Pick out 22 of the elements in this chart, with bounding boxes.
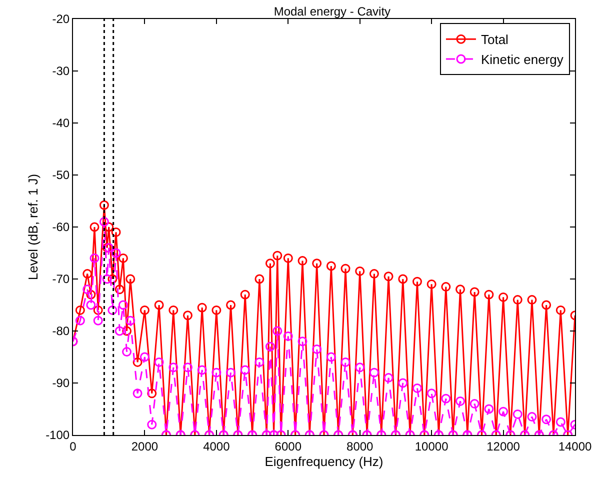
- legend-label: Total: [480, 32, 509, 48]
- y-axis-title: Level (dB, ref. 1 J): [26, 174, 41, 280]
- y-tick-label: -20: [52, 12, 70, 26]
- x-tick-label: 8000: [346, 439, 374, 454]
- y-tick-label: -80: [52, 324, 70, 338]
- x-tick-label: 0: [70, 439, 77, 454]
- x-axis-title: Eigenfrequency (Hz): [264, 454, 384, 469]
- x-tick-label: 2000: [131, 439, 158, 454]
- y-tick-label: -30: [52, 64, 70, 78]
- chart-title: Modal energy - Cavity: [274, 4, 391, 19]
- y-tick-label: -90: [52, 376, 70, 390]
- legend-label: Kinetic energy: [480, 52, 564, 68]
- x-tick-label: 10000: [414, 439, 449, 454]
- y-tick-label: -70: [52, 272, 70, 286]
- y-tick-label: -100: [46, 428, 70, 442]
- x-tick-label: 12000: [486, 439, 520, 454]
- y-tick-label: -40: [52, 116, 70, 130]
- y-tick-label: -50: [52, 168, 70, 182]
- x-tick-label: 6000: [274, 439, 302, 454]
- y-tick-label: -60: [52, 220, 70, 234]
- x-tick-label: 14000: [558, 439, 592, 454]
- x-tick-label: 4000: [203, 439, 230, 454]
